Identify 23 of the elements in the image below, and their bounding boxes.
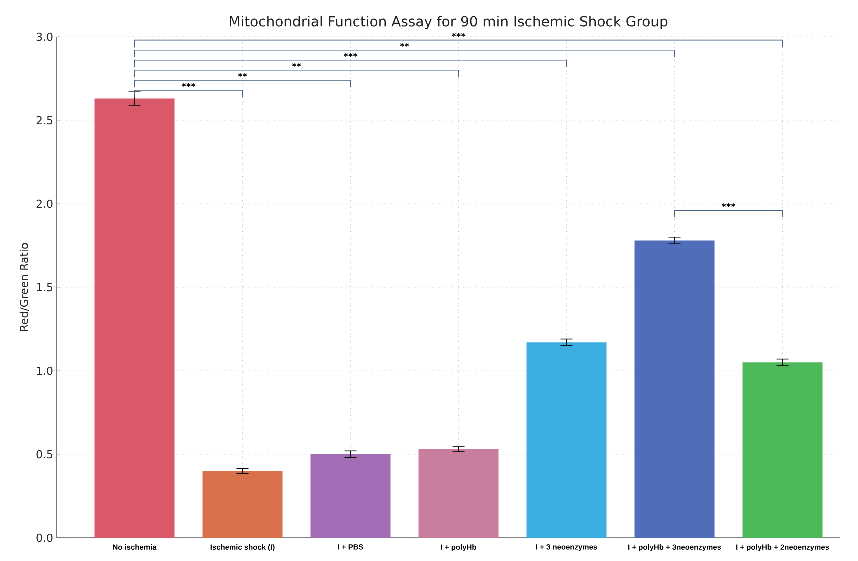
y-tick-label: 3.0 [36, 32, 53, 42]
annotation: *** [182, 83, 196, 88]
chart-title: Mitochondrial Function Assay for 90 min Ischemic Shock Group [230, 16, 668, 30]
y-tick-label: 1.5 [37, 283, 53, 292]
y-tick-label: 0.5 [36, 450, 53, 459]
y-tick-label: 2.0 [36, 200, 53, 208]
bar [94, 98, 175, 538]
y-axis-title: Red/Green Ratio [20, 243, 30, 332]
bar [526, 342, 607, 538]
bar [634, 240, 715, 538]
y-tick-label: 2.5 [36, 116, 53, 125]
bar [742, 362, 823, 538]
bar [418, 449, 499, 538]
annotation: ** [400, 43, 410, 48]
y-tick-label: 1.0 [37, 366, 53, 376]
annotation: ** [292, 63, 302, 68]
annotation: ** [238, 73, 248, 78]
annotation: *** [452, 32, 466, 38]
y-tick-label: 0.0 [36, 534, 53, 542]
bar [202, 471, 283, 538]
bar [310, 454, 391, 538]
annotation: *** [344, 53, 358, 58]
annotation: *** [722, 203, 736, 208]
